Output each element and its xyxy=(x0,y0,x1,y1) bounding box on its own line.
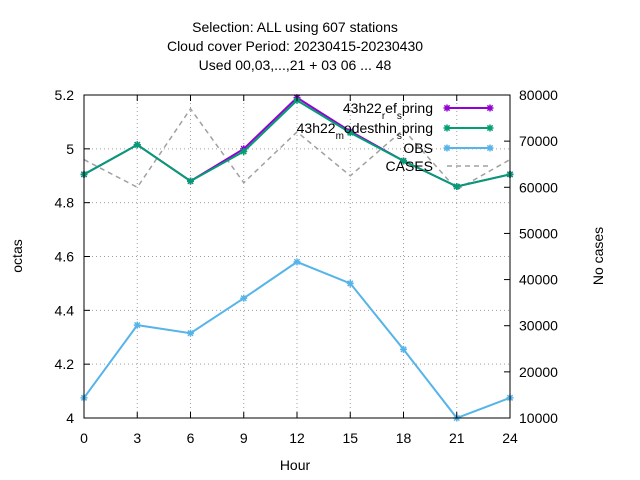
y2-axis-label: No cases xyxy=(590,227,606,285)
data-point xyxy=(187,177,194,185)
data-point xyxy=(346,129,354,137)
x-tick-label: 12 xyxy=(289,430,305,446)
x-tick-label: 9 xyxy=(240,430,248,446)
legend-item: 43h22refspring xyxy=(343,100,494,122)
grid xyxy=(84,95,510,418)
title-line-3: Used 00,03,...,21 + 03 06 ... 48 xyxy=(199,57,392,73)
legend-item: 43h22modesthinspring xyxy=(297,120,494,142)
y2-tick-label: 40000 xyxy=(519,272,558,288)
x-tick-label: 21 xyxy=(449,430,465,446)
y-tick-label: 4.8 xyxy=(55,195,75,211)
legend-label: CASES xyxy=(386,158,433,174)
x-tick-label: 15 xyxy=(342,430,358,446)
y2-tick-label: 80000 xyxy=(519,87,558,103)
data-point xyxy=(400,345,407,353)
legend-marker xyxy=(486,104,494,112)
x-axis-label: Hour xyxy=(280,457,311,473)
series-line xyxy=(83,107,511,191)
y-tick-label: 5.2 xyxy=(55,87,75,103)
legend-marker xyxy=(486,124,494,132)
y2-tick-label: 70000 xyxy=(519,133,558,149)
legend-marker xyxy=(486,144,494,152)
legend-item: OBS xyxy=(403,140,494,156)
x-tick-label: 18 xyxy=(396,430,412,446)
legend-marker xyxy=(443,144,451,152)
data-point xyxy=(293,258,301,266)
y-tick-label: 4.6 xyxy=(55,249,75,265)
data-point xyxy=(133,321,141,329)
y-tick-label: 4 xyxy=(66,410,74,426)
axis-ticks: 0 3 6 9 12 15 18 21 24 4 4.2 4.4 4.6 4.8 5 5.2 10000 2000… xyxy=(55,87,559,446)
legend-label: 43h22modesthinspring xyxy=(297,120,433,142)
series-cases xyxy=(83,107,511,191)
data-point xyxy=(240,294,248,302)
legend-label: OBS xyxy=(403,140,433,156)
y2-tick-label: 60000 xyxy=(519,179,558,195)
data-point xyxy=(133,141,141,149)
data-point xyxy=(240,148,248,156)
data-point xyxy=(346,279,354,287)
y2-tick-label: 50000 xyxy=(519,225,558,241)
y2-tick-label: 30000 xyxy=(519,318,558,334)
y-tick-label: 5 xyxy=(66,141,74,157)
data-point xyxy=(453,183,461,191)
data-point xyxy=(400,157,407,165)
chart-title: Selection: ALL using 607 stations Cloud … xyxy=(167,19,423,73)
x-tick-label: 3 xyxy=(133,430,141,446)
x-tick-label: 24 xyxy=(502,430,518,446)
y-axis-label: octas xyxy=(9,239,25,272)
legend-item: CASES xyxy=(386,158,490,174)
title-line-1: Selection: ALL using 607 stations xyxy=(192,19,398,35)
y2-tick-label: 20000 xyxy=(519,364,558,380)
y2-tick-label: 10000 xyxy=(519,410,558,426)
legend-marker xyxy=(443,104,451,112)
legend-marker xyxy=(443,124,451,132)
x-tick-label: 6 xyxy=(187,430,195,446)
y-tick-label: 4.2 xyxy=(55,356,75,372)
x-tick-label: 0 xyxy=(80,430,88,446)
data-point xyxy=(187,329,194,337)
y-tick-label: 4.4 xyxy=(55,302,75,318)
title-line-2: Cloud cover Period: 20230415-20230430 xyxy=(167,38,423,54)
legend-label: 43h22refspring xyxy=(343,100,433,122)
